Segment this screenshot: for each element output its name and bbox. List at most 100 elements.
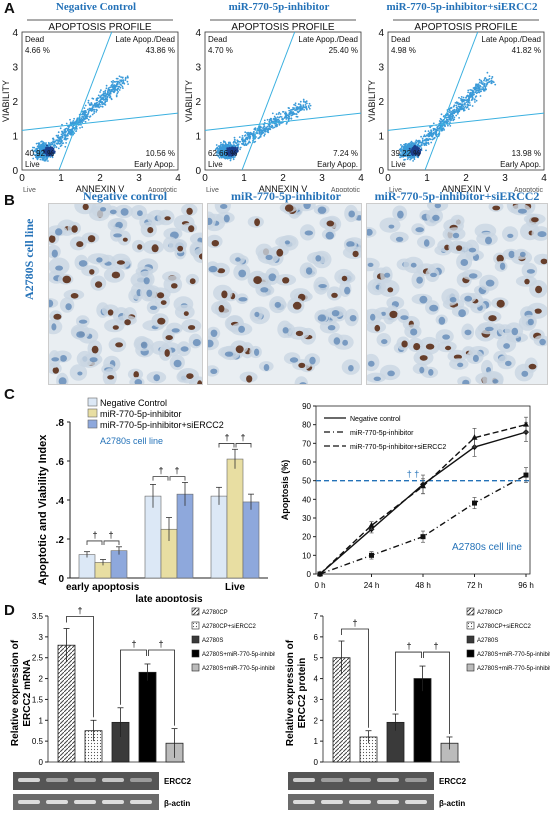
scatter-dot xyxy=(402,148,405,151)
nucleus xyxy=(485,279,495,287)
gate-line-horizontal xyxy=(387,112,545,131)
scatter-dot xyxy=(118,89,121,91)
stained-nucleus xyxy=(157,317,166,325)
scatter-dot xyxy=(104,104,107,106)
scatter-dot xyxy=(282,110,284,113)
y-axis-label: VIABILITY xyxy=(184,80,194,122)
scatter-dot xyxy=(490,79,493,82)
scatter-dot xyxy=(483,85,486,87)
x-tick-label: 3 xyxy=(136,173,142,184)
nucleus xyxy=(507,233,514,238)
nucleus xyxy=(208,265,218,273)
scatter-dot xyxy=(243,139,245,142)
scatter-dot xyxy=(245,132,248,134)
scatter-dot xyxy=(399,156,401,159)
scatter-dot xyxy=(447,124,449,127)
scatter-dot xyxy=(265,130,267,132)
scatter-dot xyxy=(261,131,264,134)
bar xyxy=(144,495,162,579)
nucleus xyxy=(344,286,351,295)
scatter-dot xyxy=(294,102,297,105)
scatter-dot xyxy=(112,88,115,90)
stained-nucleus xyxy=(444,244,450,251)
scatter-dot xyxy=(287,118,290,121)
flow-plot-title: Negative Control xyxy=(55,1,137,13)
scatter-dot xyxy=(219,145,221,148)
scatter-dot xyxy=(433,128,436,131)
scatter-dot xyxy=(423,142,426,145)
scatter-dot xyxy=(270,118,272,121)
nucleus xyxy=(342,339,348,346)
nucleus xyxy=(315,255,322,262)
scatter-dot xyxy=(36,149,39,152)
scatter-dot xyxy=(448,115,451,117)
nucleus xyxy=(373,376,381,381)
y-tick-label: 3 xyxy=(12,63,18,74)
scatter-dot xyxy=(100,89,102,91)
y-tick-label: 2 xyxy=(378,97,384,108)
nucleus xyxy=(137,210,143,217)
scatter-dot xyxy=(455,104,458,107)
scatter-dot xyxy=(468,102,471,104)
scatter-dot xyxy=(97,103,100,106)
core-dot xyxy=(228,148,231,150)
cell-cytoplasm xyxy=(193,247,202,263)
scatter-dot xyxy=(425,141,428,144)
legend-swatch xyxy=(87,419,98,429)
scatter-dot xyxy=(296,108,299,111)
stained-nucleus xyxy=(496,254,504,263)
stained-nucleus xyxy=(186,373,194,379)
scatter-dot xyxy=(260,131,262,134)
scatter-dot xyxy=(399,154,402,157)
scatter-dot xyxy=(276,123,278,126)
scatter-dot xyxy=(398,154,400,156)
stained-nucleus xyxy=(352,250,359,258)
scatter-dot xyxy=(248,132,251,134)
scatter-dot xyxy=(87,99,90,102)
scatter-dot xyxy=(279,113,282,115)
scatter-dot xyxy=(458,110,461,113)
quadrant-live-value: 40.92 % xyxy=(25,149,54,158)
nucleus xyxy=(224,351,234,357)
scatter-dot xyxy=(271,112,274,115)
panel-letter-a: A xyxy=(4,0,15,17)
x-tick-label: 0 xyxy=(385,173,391,184)
scatter-dot xyxy=(449,125,452,127)
scatter-dot xyxy=(54,140,57,143)
scatter-dot xyxy=(461,107,463,109)
scatter-dot xyxy=(217,155,220,158)
stained-nucleus xyxy=(151,244,159,253)
scatter-dot xyxy=(71,121,74,124)
scatter-dot xyxy=(239,146,242,149)
scatter-dot xyxy=(474,101,476,103)
scatter-dot xyxy=(104,94,107,96)
scatter-dot xyxy=(53,142,56,144)
nucleus xyxy=(146,289,153,297)
nucleus xyxy=(380,311,387,316)
nucleus xyxy=(511,327,519,336)
cell-cytoplasm xyxy=(294,376,308,384)
scatter-dot xyxy=(266,118,269,121)
y-tick-label: 10 xyxy=(302,551,311,560)
scatter-dot xyxy=(423,139,426,142)
scatter-dot xyxy=(99,96,101,99)
scatter-dot xyxy=(407,154,409,156)
scatter-dot xyxy=(456,113,459,115)
nucleus xyxy=(384,272,391,278)
scatter-dot xyxy=(116,92,119,95)
quadrant-early-value: 13.98 % xyxy=(512,149,541,158)
scatter-dot xyxy=(404,147,406,149)
scatter-dot xyxy=(215,151,218,154)
scatter-dot xyxy=(448,118,451,121)
quadrant-dead-label: Dead xyxy=(25,35,44,44)
scatter-dot xyxy=(421,137,424,140)
scatter-dot xyxy=(488,75,491,77)
y-tick-label: 3 xyxy=(378,63,384,74)
scatter-dot xyxy=(473,98,476,101)
scatter-dot xyxy=(443,129,446,131)
scatter-dot xyxy=(418,144,420,147)
quadrant-late-value: 41.82 % xyxy=(512,46,541,55)
nucleus xyxy=(180,346,189,352)
stained-nucleus xyxy=(295,330,304,337)
scatter-dot xyxy=(40,156,43,159)
